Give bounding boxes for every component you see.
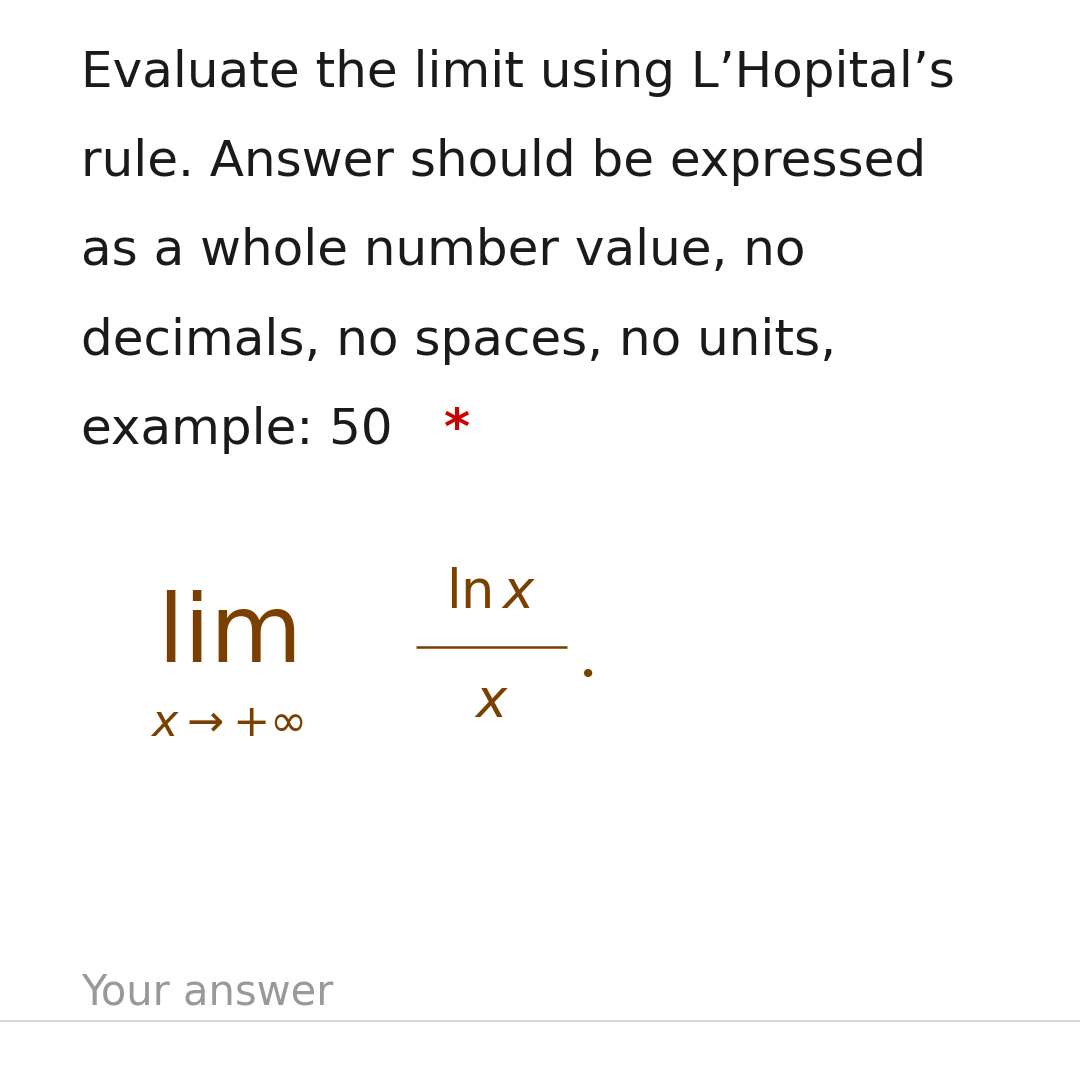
Text: $\mathrm{ln}\,x$: $\mathrm{ln}\,x$ xyxy=(446,567,537,619)
Text: $x$: $x$ xyxy=(474,676,509,728)
Text: $x{\rightarrow}{+}\infty$: $x{\rightarrow}{+}\infty$ xyxy=(150,702,303,745)
Text: *: * xyxy=(443,406,469,454)
Text: Evaluate the limit using L’Hopital’s: Evaluate the limit using L’Hopital’s xyxy=(81,49,955,97)
Text: $\lim$: $\lim$ xyxy=(158,591,296,682)
Text: rule. Answer should be expressed: rule. Answer should be expressed xyxy=(81,138,927,186)
Text: .: . xyxy=(578,628,598,689)
Text: as a whole number value, no: as a whole number value, no xyxy=(81,227,806,275)
Text: decimals, no spaces, no units,: decimals, no spaces, no units, xyxy=(81,317,836,364)
Text: example: 50: example: 50 xyxy=(81,406,408,454)
Text: Your answer: Your answer xyxy=(81,972,334,1013)
